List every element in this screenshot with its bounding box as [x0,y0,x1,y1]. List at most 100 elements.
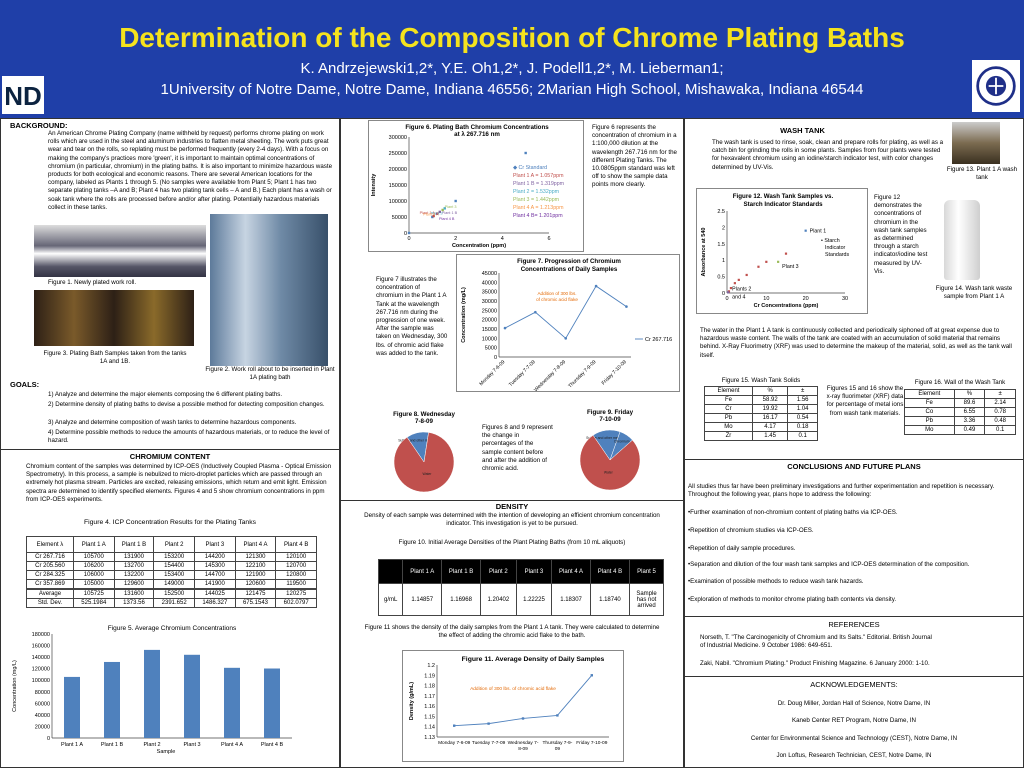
poster-header: Determination of the Composition of Chro… [0,0,1024,118]
data-point [784,252,788,255]
poster-authors: K. Andrzejewski1,2*, Y.E. Oh1,2*, J. Pod… [300,60,724,77]
y-axis-label: Intensity [371,173,377,197]
point-label: Plant 1 [810,229,827,235]
table-header-cell: Plant 1 A [72,536,115,553]
conclusion-item-1: •Further examination of non-chromium con… [688,509,898,516]
table-cell: 89.6 [953,398,986,408]
figure12-caption: Figure 12 demonstrates the concentration… [874,194,928,275]
data-point [441,208,444,212]
y-tick-label: 0 [722,291,725,297]
slice-label: Sulfate and other metal ions [398,439,441,443]
table-cell: 149000 [153,579,195,590]
table-cell: Cr 205.560 [26,561,74,571]
figure3-caption: Figure 3. Plating Bath Samples taken fro… [43,350,187,366]
x-tick-label: Thursday 7-9- [542,740,572,746]
table-cell: 1.04 [787,404,818,414]
table-cell: 120600 [234,579,277,590]
data-point [487,722,490,725]
y-tick-label: 5000 [485,346,497,352]
chart-title: Starch Indicator Standards [743,201,823,208]
chart-annotation: Addition of 300 lbs. [537,291,576,296]
wash-tank-photo [952,122,1000,164]
data-point [737,278,740,281]
acknowledgements-heading: ACKNOWLEDGEMENTS: [810,680,898,689]
ack-item-1: Dr. Doug Miller, Jordan Hall of Science,… [777,700,931,707]
point-label: Plants 2 [732,286,751,292]
legend-entry: • Starch [821,238,840,244]
svg-text:ND: ND [4,81,42,111]
table-cell: Co [904,407,955,417]
x-tick-label: Plant 1 A [61,742,83,748]
figure11-line-chart: Figure 11. Average Density of Daily Samp… [402,650,624,762]
figure7-line-chart: Figure 7. Progression of ChromiumConcent… [456,254,680,392]
legend-entry: Indicator [825,245,846,251]
table-cell: 154400 [153,561,195,571]
chromium-text: Chromium content of the samples was dete… [26,463,332,503]
figure6-caption: Figure 6 represents the concentration of… [592,124,677,189]
table-cell: Sample has not arrived [629,583,664,616]
table-header-cell: Plant 2 [480,559,517,584]
y-tick-label: 2 [722,225,725,231]
goal-item-1: 1) Analyze and determine the major eleme… [48,391,283,398]
x-axis-label: Sample [157,749,176,755]
table-header-cell: Plant 4 B [275,536,317,553]
y-tick-label: 80000 [35,690,50,696]
table-cell: 1.20402 [480,583,517,616]
y-tick-label: 1.15 [424,714,435,720]
table-cell: 1486.327 [194,598,236,608]
data-point [407,231,411,235]
x-tick-label: Plant 1 B [101,742,124,748]
table-header-cell: % [751,386,789,396]
chart-annotation: Addition of 300 lbs. of chromic acid fla… [470,686,556,692]
conclusions-heading: CONCLUSIONS AND FUTURE PLANS [787,462,921,471]
y-tick-label: 30000 [482,299,497,305]
legend-entry: Plant 1 A = 1.057ppm [513,173,564,179]
goal-item-4: 4) Determine possible methods to reduce … [48,429,330,445]
table-header-row: Element% ± [904,389,1016,399]
point-label: Plant 4 A [423,212,439,216]
table-cell: g/mL [377,583,404,616]
x-tick-label: Friday 7-10-09 [576,740,608,746]
x-tick-label: Monday 7-6-09 [438,740,471,746]
ack-item-4: Jon Loftus, Research Technician, CEST, N… [776,752,932,759]
table-row: Fe 58.92 1.56 [704,395,818,405]
poster-title: Determination of the Composition of Chro… [119,22,905,53]
data-point [453,724,456,727]
x-axis-label: Cr Concentrations (ppm) [754,303,819,309]
chart-title: Figure 9. Friday [587,409,634,416]
table-header-cell: ± [787,386,818,396]
table-cell: 121900 [234,570,277,580]
point-label: Plant 2 [431,211,443,215]
chart-title: Figure 11. Average Density of Daily Samp… [462,656,605,663]
table-cell: 0.54 [787,413,818,423]
figure5-bar-chart: Figure 5. Average Chromium Concentration… [12,625,292,755]
table-row: Cr 267.716 105700 131900 153200 144200 121300… [26,552,317,562]
y-tick-label: 160000 [32,644,50,650]
table-header-cell: Plant 3 [515,559,553,584]
data-point [435,212,439,215]
x-tick-label: Wednesday 7-8-09 [533,359,567,392]
table-header-cell: Plant 3 [194,536,236,553]
x-tick-label: Tuesday 7-7-09 [472,740,506,746]
legend-entry: Standards [825,252,849,258]
table-header-cell: Element [704,386,753,396]
table-cell: Cr 284.325 [26,570,74,580]
poster-affiliations: 1University of Notre Dame, Notre Dame, I… [160,81,864,98]
bath-samples-photo [34,290,194,346]
table-cell: 525.1984 [72,598,115,608]
conclusion-item-3: •Repetition of daily sample procedures. [688,545,796,552]
data-point [534,310,537,314]
ack-item-3: Center for Environmental Science and Tec… [750,735,958,742]
table-cell: Pb [904,416,955,426]
table-header-cell: Plant 1 B [441,559,482,584]
table-cell: Mo [704,422,753,432]
figure14-caption: Figure 14. Wash tank waste sample from P… [935,285,1013,301]
chart-title: Figure 7. Progression of Chromium [517,258,621,265]
table-cell: Std. Dev. [26,598,74,608]
data-point [438,210,441,214]
table-row: Std. Dev. 525.1984 1373.56 2391.652 1486.327… [26,598,317,608]
point-label: Plant 1 B [442,211,458,215]
y-tick-label: 200000 [389,167,407,173]
table-row: Pb 3.36 0.48 [904,416,1016,426]
